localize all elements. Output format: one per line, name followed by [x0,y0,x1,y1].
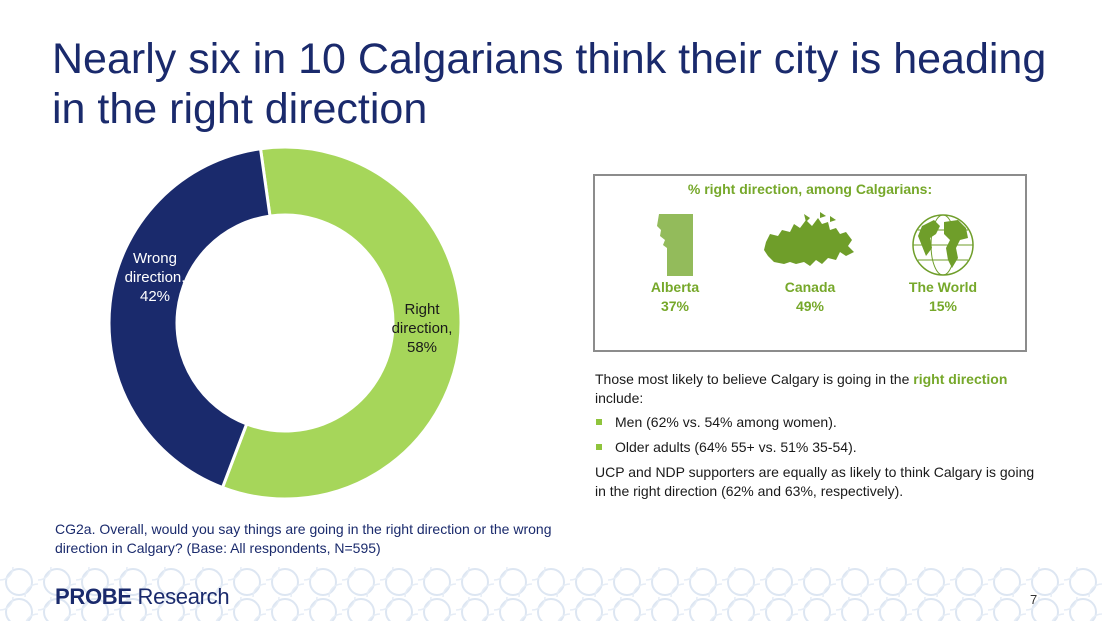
region-value: 37% [660,298,690,314]
intro-text-end: include: [595,390,644,406]
notes-closing: UCP and NDP supporters are equally as li… [595,464,1035,499]
notes-intro: Those most likely to believe Calgary is … [595,370,1035,408]
donut-chart [107,148,463,501]
list-item: Older adults (64% 55+ vs. 51% 35-54). [595,438,1035,457]
probe-research-logo: PROBE Research [55,584,230,610]
region-value: 49% [795,298,825,314]
right-label-value: 58% [406,339,438,356]
decorative-pattern [0,567,1102,621]
slide-title: Nearly six in 10 Calgarians think their … [52,35,1047,133]
alberta-map-icon [657,214,693,276]
region-callout-box: % right direction, among Calgarians: Alb… [593,174,1027,352]
region-world: The World 15% [873,212,1013,316]
right-label-line1: Right [404,301,440,318]
wrong-label-line1: Wrong [133,250,177,267]
survey-question-footnote: CG2a. Overall, would you say things are … [55,521,552,556]
region-name: Alberta [650,279,700,295]
right-direction-label: Right direction, 58% [378,300,466,357]
intro-highlight: right direction [913,371,1008,387]
region-alberta: Alberta 37% [605,212,745,316]
donut-slice-right-direction [220,148,463,501]
globe-icon [912,214,974,276]
donut-slice-wrong-direction [107,148,272,490]
canada-map-icon [764,212,854,266]
region-value: 15% [928,298,958,314]
page-number: 7 [1030,592,1038,607]
callout-title: % right direction, among Calgarians: [687,181,933,197]
wrong-label-value: 42% [139,288,171,305]
wrong-label-line2: direction, [124,269,186,286]
list-item: Men (62% vs. 54% among women). [595,413,1035,432]
logo-part2: Research [131,584,230,609]
wrong-direction-label: Wrong direction, 42% [110,249,200,306]
region-name: Canada [784,279,836,295]
region-canada: Canada 49% [740,212,880,316]
intro-text: Those most likely to believe Calgary is … [595,371,914,387]
right-label-line2: direction, [391,320,453,337]
logo-part1: PROBE [55,584,132,609]
region-name: The World [908,279,978,295]
findings-notes: Those most likely to believe Calgary is … [595,370,1035,501]
notes-bullet-list: Men (62% vs. 54% among women). Older adu… [595,413,1035,457]
